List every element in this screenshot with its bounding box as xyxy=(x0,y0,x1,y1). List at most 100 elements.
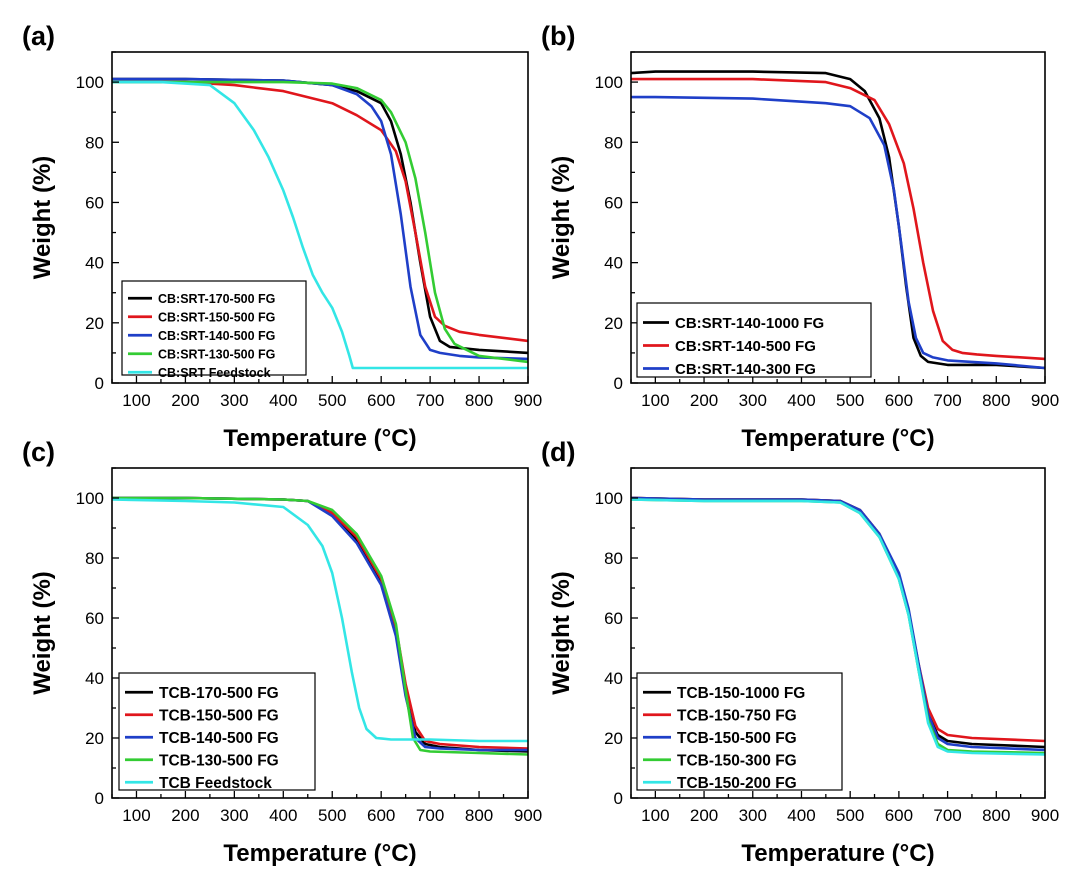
y-tick-label: 60 xyxy=(85,193,104,212)
chart-panel-d: (d) 100 200 300 400 500 600 700 800 900 0 20 40 60 80 1… xyxy=(541,437,1059,867)
x-tick-label: 300 xyxy=(220,806,248,825)
legend: TCB-170-500 FG TCB-150-500 FG TCB-140-500 … xyxy=(118,672,316,792)
x-tick-label: 500 xyxy=(318,391,346,410)
x-tick-label: 900 xyxy=(1031,806,1059,825)
series-line-5 xyxy=(111,498,528,743)
y-axis-label: Weight (%) xyxy=(548,571,575,695)
y-axis-label: Weight (%) xyxy=(548,156,575,280)
legend-entry: TCB Feedstock xyxy=(159,775,272,792)
y-tick-label: 20 xyxy=(604,314,623,333)
panel-label: (a) xyxy=(22,21,55,51)
y-tick-label: 100 xyxy=(595,489,623,508)
legend-entry: TCB-150-750 FG xyxy=(677,707,797,724)
plot-frame xyxy=(111,51,529,384)
y-axis-label: Weight (%) xyxy=(29,156,56,280)
panel-label: (c) xyxy=(22,437,55,467)
x-axis-label: Temperature (°C) xyxy=(223,840,416,867)
x-tick-label: 100 xyxy=(122,391,150,410)
x-tick-label: 400 xyxy=(787,391,815,410)
legend-entry: CB:SRT-130-500 FG xyxy=(158,347,275,361)
chart-panel-b: (b) 100 200 300 400 500 600 700 800 900 0 20 40 60 80 1… xyxy=(541,21,1059,452)
series-line-5 xyxy=(630,498,1046,756)
legend-entry: CB:SRT-140-1000 FG xyxy=(675,315,824,332)
legend-entry: CB:SRT-140-500 FG xyxy=(158,329,275,343)
x-tick-label: 600 xyxy=(367,806,395,825)
x-tick-label: 700 xyxy=(933,391,961,410)
legend-entry: TCB-150-500 FG xyxy=(677,730,797,747)
series-line-4 xyxy=(112,80,529,364)
panel-label: (d) xyxy=(541,437,575,467)
legend-entry: CB:SRT-170-500 FG xyxy=(158,292,275,306)
x-tick-label: 700 xyxy=(933,806,961,825)
series-line-3 xyxy=(631,95,1046,370)
x-tick-label: 700 xyxy=(416,806,444,825)
legend-entry: TCB-150-1000 FG xyxy=(677,685,805,702)
y-axis-label: Weight (%) xyxy=(29,571,56,695)
legend-box xyxy=(121,280,307,376)
series-line-3 xyxy=(630,496,1046,752)
x-tick-label: 800 xyxy=(465,806,493,825)
x-axis-label: Temperature (°C) xyxy=(223,425,416,452)
x-tick-label: 200 xyxy=(171,806,199,825)
legend-box xyxy=(636,302,872,378)
y-tick-label: 40 xyxy=(604,254,623,273)
legend-entry: TCB-150-500 FG xyxy=(159,707,279,724)
y-tick-label: 80 xyxy=(604,133,623,152)
x-tick-label: 700 xyxy=(416,391,444,410)
y-tick-label: 80 xyxy=(85,133,104,152)
x-tick-label: 100 xyxy=(641,391,669,410)
y-tick-label: 60 xyxy=(85,609,104,628)
y-tick-label: 100 xyxy=(595,73,623,92)
x-tick-label: 900 xyxy=(1031,391,1059,410)
x-tick-label: 100 xyxy=(122,806,150,825)
legend-entry: TCB-140-500 FG xyxy=(159,730,279,747)
x-tick-label: 900 xyxy=(514,806,542,825)
x-tick-label: 800 xyxy=(982,391,1010,410)
y-tick-label: 100 xyxy=(76,489,104,508)
x-axis-label: Temperature (°C) xyxy=(741,840,934,867)
x-tick-label: 400 xyxy=(269,391,297,410)
chart-panel-c: (c) 100 200 300 400 500 600 700 800 900 0 20 40 60 80 1… xyxy=(22,437,542,867)
legend: CB:SRT-170-500 FG CB:SRT-150-500 FG CB:SRT… xyxy=(121,280,307,380)
y-tick-label: 100 xyxy=(76,73,104,92)
legend: CB:SRT-140-1000 FG CB:SRT-140-500 FG CB:SR… xyxy=(636,302,872,378)
x-tick-label: 600 xyxy=(367,391,395,410)
y-tick-label: 80 xyxy=(85,549,104,568)
y-tick-label: 40 xyxy=(85,254,104,273)
x-tick-label: 500 xyxy=(318,806,346,825)
series-line-4 xyxy=(112,496,529,756)
x-tick-label: 800 xyxy=(465,391,493,410)
x-tick-label: 600 xyxy=(885,806,913,825)
legend-entry: CB:SRT-150-500 FG xyxy=(158,310,275,324)
legend-box xyxy=(636,672,843,791)
y-tick-label: 60 xyxy=(604,193,623,212)
x-tick-label: 300 xyxy=(739,806,767,825)
y-tick-label: 60 xyxy=(604,609,623,628)
x-axis-label: Temperature (°C) xyxy=(741,425,934,452)
x-tick-label: 100 xyxy=(641,806,669,825)
y-tick-label: 20 xyxy=(604,729,623,748)
series-line-2 xyxy=(112,80,529,343)
x-tick-label: 900 xyxy=(514,391,542,410)
y-tick-label: 0 xyxy=(95,789,104,808)
x-tick-label: 400 xyxy=(787,806,815,825)
x-tick-label: 200 xyxy=(171,391,199,410)
x-tick-label: 300 xyxy=(220,391,248,410)
series-line-2 xyxy=(631,77,1046,361)
legend: TCB-150-1000 FG TCB-150-750 FG TCB-150-500… xyxy=(636,672,843,792)
panel-label: (b) xyxy=(541,21,575,51)
x-tick-label: 200 xyxy=(690,806,718,825)
x-tick-label: 300 xyxy=(739,391,767,410)
x-tick-label: 200 xyxy=(690,391,718,410)
legend-entry: CB:SRT-140-500 FG xyxy=(675,338,816,355)
legend-entry: TCB-130-500 FG xyxy=(159,752,279,769)
chart-panel-a: (a) 100 200 300 400 500 600 700 800 900 0 20 40 60 80 1… xyxy=(22,21,542,452)
plot-frame xyxy=(111,467,529,799)
y-tick-label: 40 xyxy=(85,669,104,688)
x-tick-label: 800 xyxy=(982,806,1010,825)
legend-entry: CB:SRT-140-300 FG xyxy=(675,361,816,378)
x-tick-label: 400 xyxy=(269,806,297,825)
y-tick-label: 80 xyxy=(604,549,623,568)
legend-entry: TCB-170-500 FG xyxy=(159,685,279,702)
